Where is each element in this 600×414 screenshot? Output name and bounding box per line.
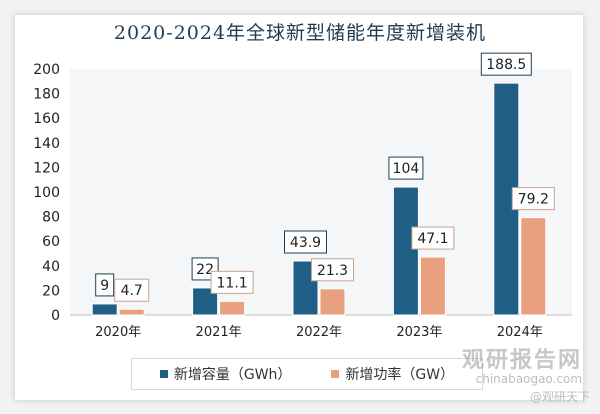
watermark-handle: @观研天下 (529, 390, 590, 404)
legend-swatch-power (331, 370, 340, 378)
data-label-capacity: 188.5 (486, 57, 526, 73)
data-label-capacity: 22 (196, 262, 214, 278)
bar-power (118, 308, 145, 316)
legend-swatch-capacity (159, 370, 168, 378)
watermark-url: chinabaogao.com (475, 372, 582, 386)
x-tick-label: 2023年 (396, 325, 442, 340)
data-label-capacity: 104 (393, 161, 420, 177)
bar-capacity (392, 186, 419, 316)
data-label-box-capacity (480, 52, 532, 76)
x-tick-label: 2022年 (296, 325, 342, 340)
x-tick-label: 2020年 (95, 325, 141, 340)
legend-item-capacity: 新增容量（GWh） (159, 364, 292, 384)
y-tick-label: 60 (42, 234, 60, 250)
data-label-box-power (114, 278, 150, 302)
x-tick-label: 2021年 (196, 325, 242, 340)
legend-item-power: 新增功率（GW） (331, 364, 454, 384)
x-tick-label: 2024年 (497, 325, 543, 340)
data-label-power: 79.2 (518, 192, 549, 208)
bar-power (419, 256, 446, 316)
data-label-box-capacity (95, 273, 115, 297)
y-tick-label: 100 (33, 185, 60, 201)
data-label-power: 11.1 (217, 275, 248, 291)
y-tick-label: 160 (33, 111, 60, 127)
data-label-power: 4.7 (121, 283, 143, 299)
watermark-logo: 观研报告网 chinabaogao.com (462, 342, 582, 386)
data-label-power: 47.1 (417, 231, 448, 247)
watermark-brand: 观研报告网 (461, 348, 582, 373)
data-label-power: 21.3 (317, 263, 348, 279)
bar-capacity (91, 303, 118, 316)
data-label-capacity: 9 (100, 278, 109, 294)
bar-power (520, 217, 547, 316)
y-tick-label: 20 (42, 283, 60, 299)
legend-label-power: 新增功率（GW） (345, 367, 455, 383)
data-label-capacity: 43.9 (290, 235, 321, 251)
y-tick-label: 40 (42, 259, 60, 275)
y-tick-label: 120 (33, 160, 60, 176)
legend-label-capacity: 新增容量（GWh） (173, 367, 292, 383)
y-tick-label: 80 (42, 210, 60, 226)
data-label-box-capacity (388, 156, 424, 180)
legend: 新增容量（GWh） 新增功率（GW） (131, 358, 483, 390)
y-tick-label: 200 (33, 62, 60, 78)
bar-power (319, 288, 346, 316)
bar-power (219, 300, 246, 316)
data-label-box-power (411, 226, 455, 250)
chart-title: 2020-2024年全球新型储能年度新增装机 (113, 22, 487, 44)
y-tick-label: 0 (51, 308, 60, 324)
y-tick-label: 180 (33, 87, 60, 103)
data-label-box-power (210, 270, 254, 294)
data-label-box-capacity (284, 230, 327, 254)
data-label-box-power (311, 258, 354, 282)
data-label-box-power (511, 187, 555, 211)
y-tick-label: 140 (33, 136, 60, 152)
